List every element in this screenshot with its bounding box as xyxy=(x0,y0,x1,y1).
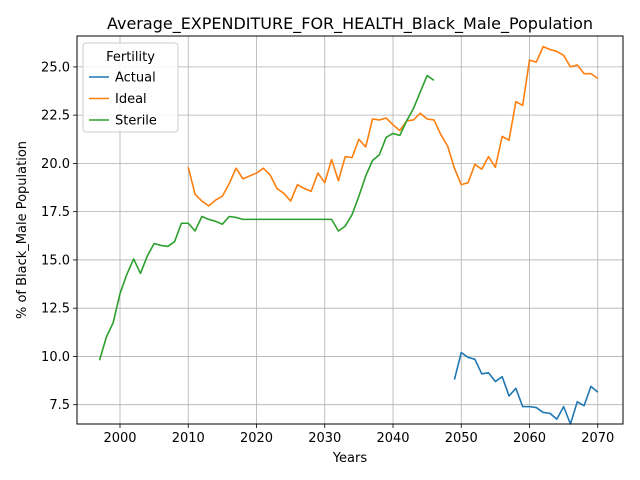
y-tick-label: 15.0 xyxy=(41,253,70,268)
legend-title: Fertility xyxy=(106,50,155,65)
legend: Fertility Actual Ideal Sterile xyxy=(82,42,179,133)
y-tick-label: 7.5 xyxy=(49,398,70,413)
y-tick-label: 20.0 xyxy=(41,157,70,172)
axis-ticks: 2000 2010 2020 2030 2040 2050 2060 2070 7.5 10.0 1… xyxy=(41,60,614,446)
series-layer xyxy=(98,45,599,425)
y-axis-label: % of Black_Male Population xyxy=(15,141,30,319)
x-tick-label: 2030 xyxy=(308,431,341,446)
x-tick-label: 2040 xyxy=(376,431,409,446)
y-tick-label: 22.5 xyxy=(41,109,70,124)
series-line-sterile xyxy=(98,74,435,361)
x-tick-label: 2060 xyxy=(513,431,546,446)
y-tick-label: 10.0 xyxy=(41,350,70,365)
legend-label-sterile: Sterile xyxy=(115,114,157,129)
series-line-actual xyxy=(453,351,599,425)
grid xyxy=(77,36,623,424)
plot-frame xyxy=(76,35,624,425)
x-tick-label: 2010 xyxy=(172,431,205,446)
y-tick-label: 17.5 xyxy=(41,205,70,220)
y-tick-label: 25.0 xyxy=(41,60,70,75)
x-tick-label: 2050 xyxy=(445,431,478,446)
x-tick-label: 2070 xyxy=(581,431,614,446)
chart-title: Average_EXPENDITURE_FOR_HEALTH_Black_Mal… xyxy=(107,14,593,34)
legend-label-ideal: Ideal xyxy=(115,92,147,107)
legend-box xyxy=(82,42,179,133)
series-line-ideal xyxy=(187,45,599,207)
legend-label-actual: Actual xyxy=(115,71,156,86)
x-axis-label: Years xyxy=(332,451,368,466)
legend-entries: Actual Ideal Sterile xyxy=(89,71,157,129)
x-tick-label: 2020 xyxy=(240,431,273,446)
x-tick-label: 2000 xyxy=(103,431,136,446)
y-tick-label: 12.5 xyxy=(41,302,70,317)
